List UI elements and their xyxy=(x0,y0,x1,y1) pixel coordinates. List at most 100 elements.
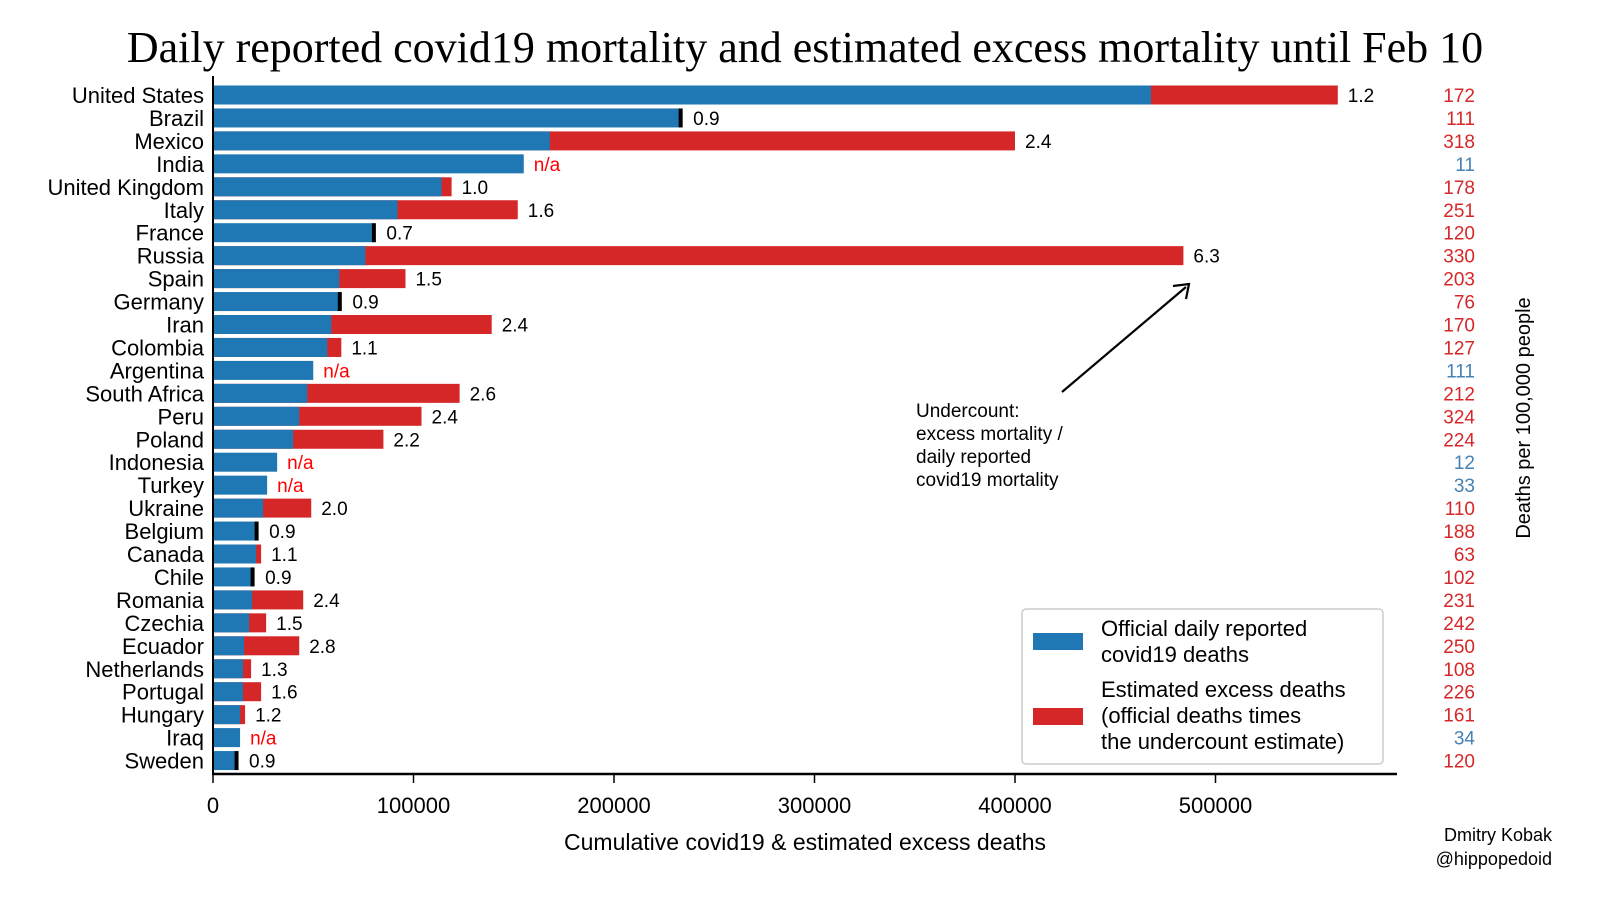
x-tick-label: 0 xyxy=(207,793,219,818)
deaths-per-100k-value: 324 xyxy=(1443,407,1475,428)
country-label: Mexico xyxy=(134,129,204,154)
undercount-label: 2.4 xyxy=(313,591,340,612)
undercount-label: 0.7 xyxy=(386,224,412,245)
annotation-text: Undercount: excess mortality / daily repor… xyxy=(916,401,1063,491)
deaths-per-100k-value: 330 xyxy=(1443,247,1475,268)
bar-official xyxy=(213,406,300,426)
undercount-marker xyxy=(250,567,255,587)
right-axis-label: Deaths per 100,000 people xyxy=(1513,297,1535,538)
credit-line: @hippopedoid xyxy=(1436,849,1552,869)
country-label: South Africa xyxy=(85,381,204,406)
bar-official xyxy=(213,85,1151,105)
deaths-per-100k-value: 161 xyxy=(1443,706,1475,727)
bar-official xyxy=(213,315,332,334)
undercount-label: 2.4 xyxy=(502,316,529,337)
bar-official xyxy=(213,567,253,587)
country-label: United States xyxy=(72,83,204,108)
bar-official xyxy=(213,636,245,656)
legend-swatch-official xyxy=(1033,633,1083,650)
country-label: Ukraine xyxy=(128,496,204,521)
deaths-per-100k-value: 111 xyxy=(1446,361,1475,382)
undercount-marker xyxy=(678,108,683,128)
country-label: Netherlands xyxy=(85,657,204,682)
x-tick-label: 400000 xyxy=(978,793,1051,818)
annotation-line: Undercount: xyxy=(916,401,1020,422)
deaths-per-100k-value: 12 xyxy=(1454,453,1475,474)
deaths-per-100k-value: 127 xyxy=(1443,338,1475,359)
bar-official xyxy=(213,521,257,541)
undercount-label: 1.1 xyxy=(271,545,297,566)
deaths-per-100k-value: 63 xyxy=(1454,545,1475,566)
undercount-label: n/a xyxy=(277,476,304,497)
annotation-arrowhead xyxy=(1172,282,1191,300)
country-label: United Kingdom xyxy=(47,175,204,200)
deaths-per-100k-value: 102 xyxy=(1443,568,1475,589)
x-tick-label: 300000 xyxy=(778,793,851,818)
undercount-label: n/a xyxy=(323,361,350,382)
bar-official xyxy=(213,475,268,495)
country-label: Iran xyxy=(166,313,204,338)
bar-official xyxy=(213,154,524,174)
undercount-label: 0.9 xyxy=(352,293,378,314)
deaths-per-100k-value: 242 xyxy=(1443,614,1475,635)
deaths-per-100k-column: 1721113181117825112033020376170127111212… xyxy=(1443,86,1475,773)
annotation: Undercount: excess mortality / daily repor… xyxy=(916,282,1191,491)
undercount-label: 1.1 xyxy=(351,338,377,359)
undercount-label: 2.4 xyxy=(1025,132,1052,153)
legend-frame xyxy=(1021,608,1384,765)
country-label: Sweden xyxy=(124,749,204,774)
bar-official xyxy=(213,429,294,449)
x-axis-label: Cumulative covid19 & estimated excess de… xyxy=(564,829,1046,855)
legend-line: covid19 deaths xyxy=(1101,642,1249,667)
bar-official xyxy=(213,223,374,243)
deaths-per-100k-value: 76 xyxy=(1454,293,1475,314)
legend-line: the undercount estimate) xyxy=(1101,729,1344,754)
undercount-label: 1.2 xyxy=(255,706,281,727)
country-label: Argentina xyxy=(110,358,205,383)
legend-label-official: Official daily reported covid19 deaths xyxy=(1101,616,1307,667)
undercount-label: 2.8 xyxy=(309,637,335,658)
legend-line: (official deaths times xyxy=(1101,703,1301,728)
country-label: Indonesia xyxy=(109,450,205,475)
bar-official xyxy=(213,292,340,312)
undercount-label: n/a xyxy=(250,729,277,750)
legend: Official daily reported covid19 deaths Es… xyxy=(1021,608,1384,765)
deaths-per-100k-value: 111 xyxy=(1446,109,1475,130)
x-tick-label: 100000 xyxy=(377,793,450,818)
undercount-label: 0.9 xyxy=(693,109,719,130)
undercount-marker xyxy=(254,521,259,541)
credit-line: Dmitry Kobak xyxy=(1444,825,1553,845)
deaths-per-100k-value: 120 xyxy=(1443,752,1475,773)
undercount-marker xyxy=(234,751,239,771)
undercount-label: 1.3 xyxy=(261,660,287,681)
deaths-per-100k-value: 250 xyxy=(1443,637,1475,658)
credit: Dmitry Kobak @hippopedoid xyxy=(1436,825,1553,869)
country-label: Colombia xyxy=(111,335,205,360)
bar-official xyxy=(213,269,340,289)
deaths-per-100k-value: 224 xyxy=(1443,430,1475,451)
undercount-label: n/a xyxy=(287,453,314,474)
country-label: Italy xyxy=(164,198,204,223)
annotation-arrow xyxy=(1061,286,1187,393)
chart-title: Daily reported covid19 mortality and est… xyxy=(127,23,1483,72)
bar-official xyxy=(213,360,314,380)
undercount-marker xyxy=(337,292,342,312)
undercount-label: 6.3 xyxy=(1193,247,1219,268)
deaths-per-100k-value: 178 xyxy=(1443,178,1475,199)
undercount-labels: 1.20.92.4n/a1.01.60.76.31.50.92.41.1n/a2… xyxy=(249,86,1374,773)
country-label: Ecuador xyxy=(122,634,204,659)
country-label: Chile xyxy=(154,565,204,590)
undercount-label: 1.6 xyxy=(271,683,297,704)
country-label: Canada xyxy=(127,542,205,567)
country-label: Hungary xyxy=(121,703,204,728)
annotation-line: excess mortality / xyxy=(916,424,1063,445)
undercount-label: 1.5 xyxy=(276,614,302,635)
country-label: France xyxy=(136,221,204,246)
legend-label-excess: Estimated excess deaths (official deaths … xyxy=(1101,677,1346,754)
country-label: Germany xyxy=(114,290,204,315)
country-label: Spain xyxy=(148,267,204,292)
undercount-label: n/a xyxy=(534,155,561,176)
undercount-label: 2.0 xyxy=(321,499,347,520)
